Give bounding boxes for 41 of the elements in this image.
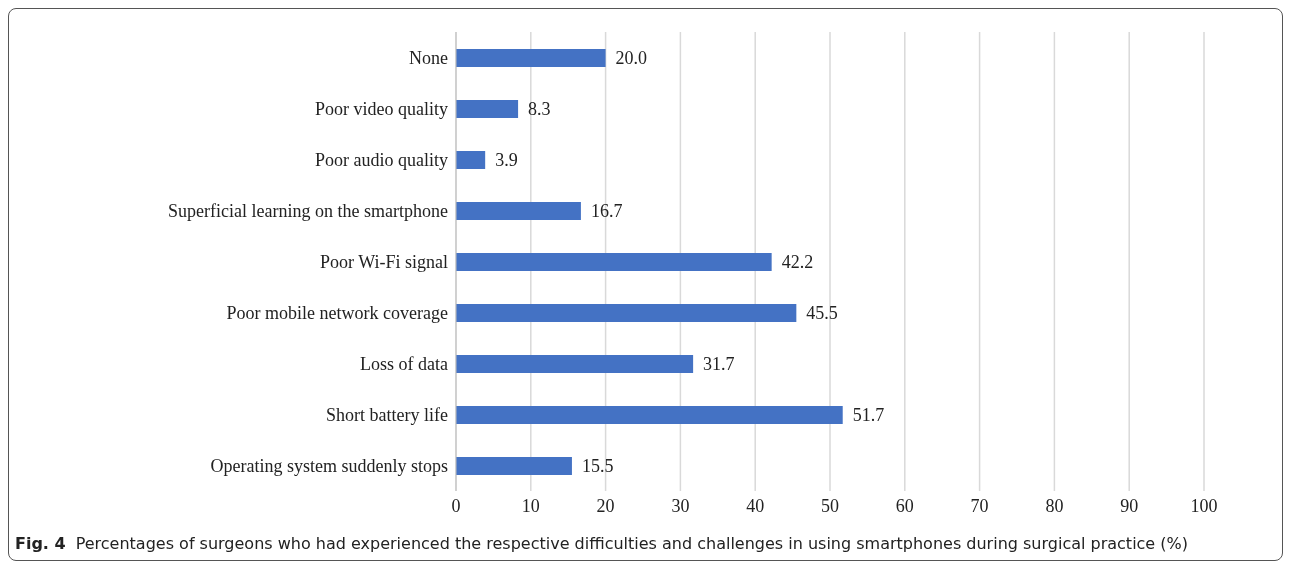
data-label: 31.7 xyxy=(703,354,735,375)
y-tick-label: Short battery life xyxy=(326,404,449,425)
x-tick-label: 90 xyxy=(1120,495,1139,516)
caption: Fig. 4 xyxy=(15,534,66,553)
data-label: 51.7 xyxy=(852,405,885,426)
bar xyxy=(456,151,486,169)
bar xyxy=(456,406,843,424)
bar xyxy=(456,202,581,220)
bar xyxy=(456,355,694,373)
y-tick-label: None xyxy=(409,47,448,68)
y-tick-label: Poor video quality xyxy=(315,98,448,119)
x-tick-label: 50 xyxy=(821,495,839,516)
x-tick-label: 30 xyxy=(671,495,690,516)
y-tick-label: Poor audio quality xyxy=(315,149,448,170)
data-label: 42.2 xyxy=(781,252,814,273)
x-tick-label: 100 xyxy=(1190,495,1218,516)
y-tick-label: Poor mobile network coverage xyxy=(226,302,448,323)
y-tick-label: Poor Wi-Fi signal xyxy=(320,251,448,272)
bar xyxy=(456,100,519,118)
x-tick-label: 0 xyxy=(451,495,461,516)
x-tick-label: 60 xyxy=(895,495,914,516)
data-label: 16.7 xyxy=(590,201,623,222)
bar xyxy=(456,253,772,271)
data-label: 15.5 xyxy=(581,456,614,477)
x-tick-label: 70 xyxy=(970,495,989,516)
bar xyxy=(456,49,606,67)
y-tick-label: Superficial learning on the smartphone xyxy=(168,200,448,221)
bar xyxy=(456,304,797,322)
data-label: 3.9 xyxy=(495,150,518,171)
data-label: 8.3 xyxy=(528,99,551,120)
frame: 0 10 20 30 40 50 60 70 80 90 100 None Poor video quality Poor audio quality Superficial learning on the smartphone Poor Wi-Fi signal Poor mobile network coverage Loss of data Short battery life Operating system suddenly stops 20.0 8.3 3.9 16.7 42.2 45.5 31.7 51.7 15.5 Fig. 4 Percentages of surgeons who had experienced the respective difficulties and challenges in using smartphones during surgical practice (%) xyxy=(8,8,1283,561)
y-tick-label: Operating system suddenly stops xyxy=(210,455,448,476)
x-tick-label: 40 xyxy=(746,495,765,516)
x-tick-label: 20 xyxy=(596,495,615,516)
x-tick-label: 80 xyxy=(1045,495,1064,516)
data-label: 20.0 xyxy=(615,48,648,69)
data-label: 45.5 xyxy=(806,303,838,324)
y-tick-label: Loss of data xyxy=(360,353,448,374)
text: Percentages of surgeons who had experienced the respective difficulties and challenges in using smartphones during surgical practice (%) xyxy=(75,534,1188,553)
bar xyxy=(456,457,572,475)
x-tick-label: 10 xyxy=(521,495,540,516)
